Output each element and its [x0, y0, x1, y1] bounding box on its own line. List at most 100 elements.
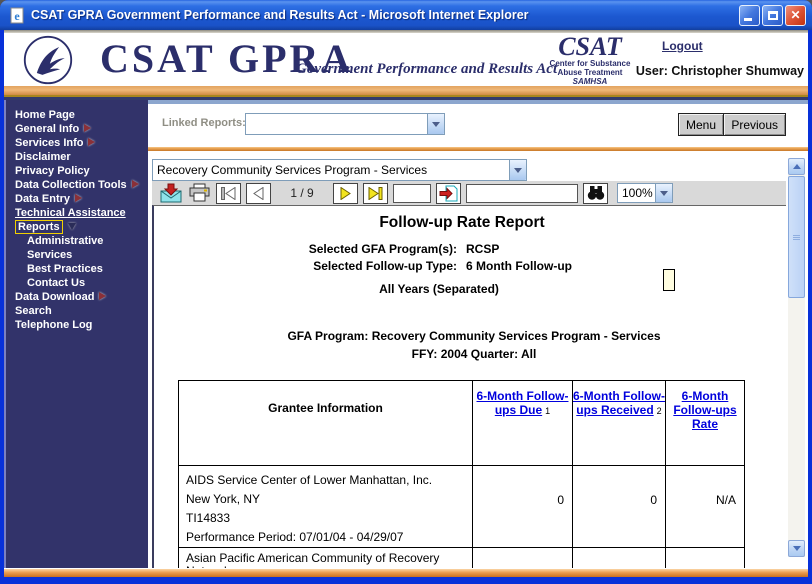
linked-reports-label: Linked Reports:	[162, 117, 246, 129]
sidebar-item-data-download[interactable]: Data Download	[6, 290, 148, 304]
rate-cell: N/A	[665, 465, 745, 548]
footnote-marker: 2	[656, 406, 662, 416]
meta-value: RCSP	[466, 242, 500, 256]
svg-text:e: e	[14, 9, 20, 23]
report-toolbar: 1 / 9	[152, 181, 786, 205]
gfa-program-line: GFA Program: Recovery Community Services…	[287, 329, 661, 343]
first-page-button[interactable]	[216, 182, 241, 204]
sidebar-item-telephone-log[interactable]: Telephone Log	[15, 319, 93, 331]
maximize-icon	[767, 10, 778, 20]
binoculars-icon	[587, 186, 604, 200]
rate-header: 6-Month Follow-ups Rate	[665, 380, 745, 466]
goto-page-icon	[439, 185, 458, 201]
footnote-marker: 1	[545, 406, 551, 416]
goto-page-input[interactable]	[393, 183, 431, 203]
highlight-marker	[663, 269, 675, 291]
sidebar-item-contact-us[interactable]: Contact Us	[27, 277, 86, 289]
received-cell: 0	[572, 465, 666, 548]
csat-logo: CSAT Center for Substance Abuse Treatmen…	[537, 34, 643, 87]
received-header: 6-Month Follow-ups Received 2	[572, 380, 666, 466]
internet-explorer-icon: e	[10, 7, 24, 23]
scroll-down-button[interactable]	[788, 540, 805, 557]
scroll-down-icon	[792, 546, 801, 551]
sidebar-item-general-info[interactable]: General Info	[6, 122, 148, 136]
ffy-quarter-line: FFY: 2004 Quarter: All	[411, 347, 537, 361]
due-header-link[interactable]: 6-Month Follow-ups Due	[476, 389, 569, 417]
sidebar-item-services[interactable]: Services	[27, 249, 73, 261]
submenu-arrow-icon	[131, 180, 139, 188]
sidebar-item-best-practices[interactable]: Best Practices	[27, 263, 103, 275]
sidebar-item-data-collection-tools[interactable]: Data Collection Tools	[6, 178, 148, 192]
sidebar-item-home-page[interactable]: Home Page	[15, 109, 75, 121]
maximize-button[interactable]	[762, 4, 783, 26]
next-page-icon	[340, 186, 351, 200]
meta-label: Selected GFA Program(s):	[308, 242, 457, 256]
content-top-strip	[148, 100, 808, 104]
previous-page-icon	[253, 186, 264, 200]
first-page-icon	[221, 186, 236, 200]
due-header: 6-Month Follow-ups Due 1	[472, 380, 573, 466]
orange-divider	[148, 146, 808, 151]
sidebar-item-data-entry[interactable]: Data Entry	[6, 192, 148, 206]
dropdown-arrow-icon[interactable]	[509, 160, 526, 180]
scrollbar-grip	[793, 234, 800, 241]
window-inner-edge	[4, 30, 808, 33]
previous-button[interactable]: Previous	[723, 113, 786, 136]
header-divider-band	[4, 86, 808, 100]
close-button[interactable]: ✕	[785, 4, 806, 26]
meta-label: Selected Follow-up Type:	[313, 259, 457, 273]
submenu-arrow-icon	[84, 124, 92, 132]
rate-header-link[interactable]: 6-Month Follow-ups Rate	[673, 389, 737, 431]
report-group-select[interactable]: Recovery Community Services Program - Se…	[152, 159, 527, 181]
dropdown-arrow-icon[interactable]	[427, 114, 444, 134]
sidebar-item-services-info[interactable]: Services Info	[6, 136, 148, 150]
sidebar-item-search[interactable]: Search	[15, 305, 52, 317]
received-cell	[572, 547, 666, 568]
close-icon: ✕	[790, 8, 801, 22]
sidebar-item-disclaimer[interactable]: Disclaimer	[15, 151, 71, 163]
sidebar-item-reports[interactable]: Reports	[6, 220, 148, 234]
goto-page-button[interactable]	[436, 182, 461, 204]
submenu-arrow-icon	[75, 194, 83, 202]
report-subtitle: All Years (Separated)	[379, 282, 499, 296]
brand-title: CSAT GPRA	[100, 36, 354, 81]
sidebar-item-privacy-policy[interactable]: Privacy Policy	[15, 165, 90, 177]
due-cell: 0	[472, 465, 573, 548]
meta-value: 6 Month Follow-up	[466, 259, 572, 273]
dropdown-arrow-icon[interactable]	[655, 184, 672, 202]
table-row: AIDS Service Center of Lower Manhattan, …	[178, 465, 745, 548]
report-title: Follow-up Rate Report	[379, 214, 545, 231]
linked-reports-select[interactable]	[245, 113, 445, 135]
sidebar-item-administrative[interactable]: Administrative	[27, 235, 104, 247]
export-button[interactable]	[160, 183, 183, 203]
zoom-select[interactable]: 100%	[617, 183, 673, 203]
sidebar-item-technical-assistance[interactable]: Technical Assistance	[15, 207, 126, 219]
vertical-scrollbar[interactable]	[788, 158, 805, 557]
app-header: CSAT GPRA Government Performance and Res…	[4, 33, 808, 86]
next-page-button[interactable]	[333, 182, 358, 204]
expanded-arrow-icon	[67, 223, 76, 230]
menu-button[interactable]: Menu	[677, 113, 724, 136]
hhs-logo-icon	[23, 35, 73, 85]
export-icon	[160, 183, 182, 203]
minimize-button[interactable]	[739, 4, 760, 26]
print-icon	[189, 183, 210, 202]
logout-link[interactable]: Logout	[662, 39, 703, 53]
scrollbar-thumb[interactable]	[788, 176, 805, 298]
brand-tagline: Government Performance and Results Act	[296, 61, 558, 77]
submenu-arrow-icon	[99, 292, 107, 300]
sidebar-nav: Home Page General Info Services Info Dis…	[4, 100, 148, 568]
window-title: CSAT GPRA Government Performance and Res…	[31, 8, 529, 22]
table-row: Asian Pacific American Community of Reco…	[178, 547, 745, 568]
report-page: Follow-up Rate Report Selected GFA Progr…	[152, 205, 786, 568]
user-label: User: Christopher Shumway	[635, 64, 804, 78]
scroll-up-button[interactable]	[788, 158, 805, 175]
minimize-icon	[744, 17, 752, 21]
search-button[interactable]	[583, 182, 608, 204]
received-header-link[interactable]: 6-Month Follow-ups Received	[573, 389, 665, 417]
previous-page-button[interactable]	[246, 182, 271, 204]
print-button[interactable]	[188, 183, 211, 203]
last-page-button[interactable]	[363, 182, 388, 204]
followup-rate-table: Grantee Information 6-Month Follow-ups D…	[178, 380, 745, 568]
search-text-input[interactable]	[466, 183, 578, 203]
